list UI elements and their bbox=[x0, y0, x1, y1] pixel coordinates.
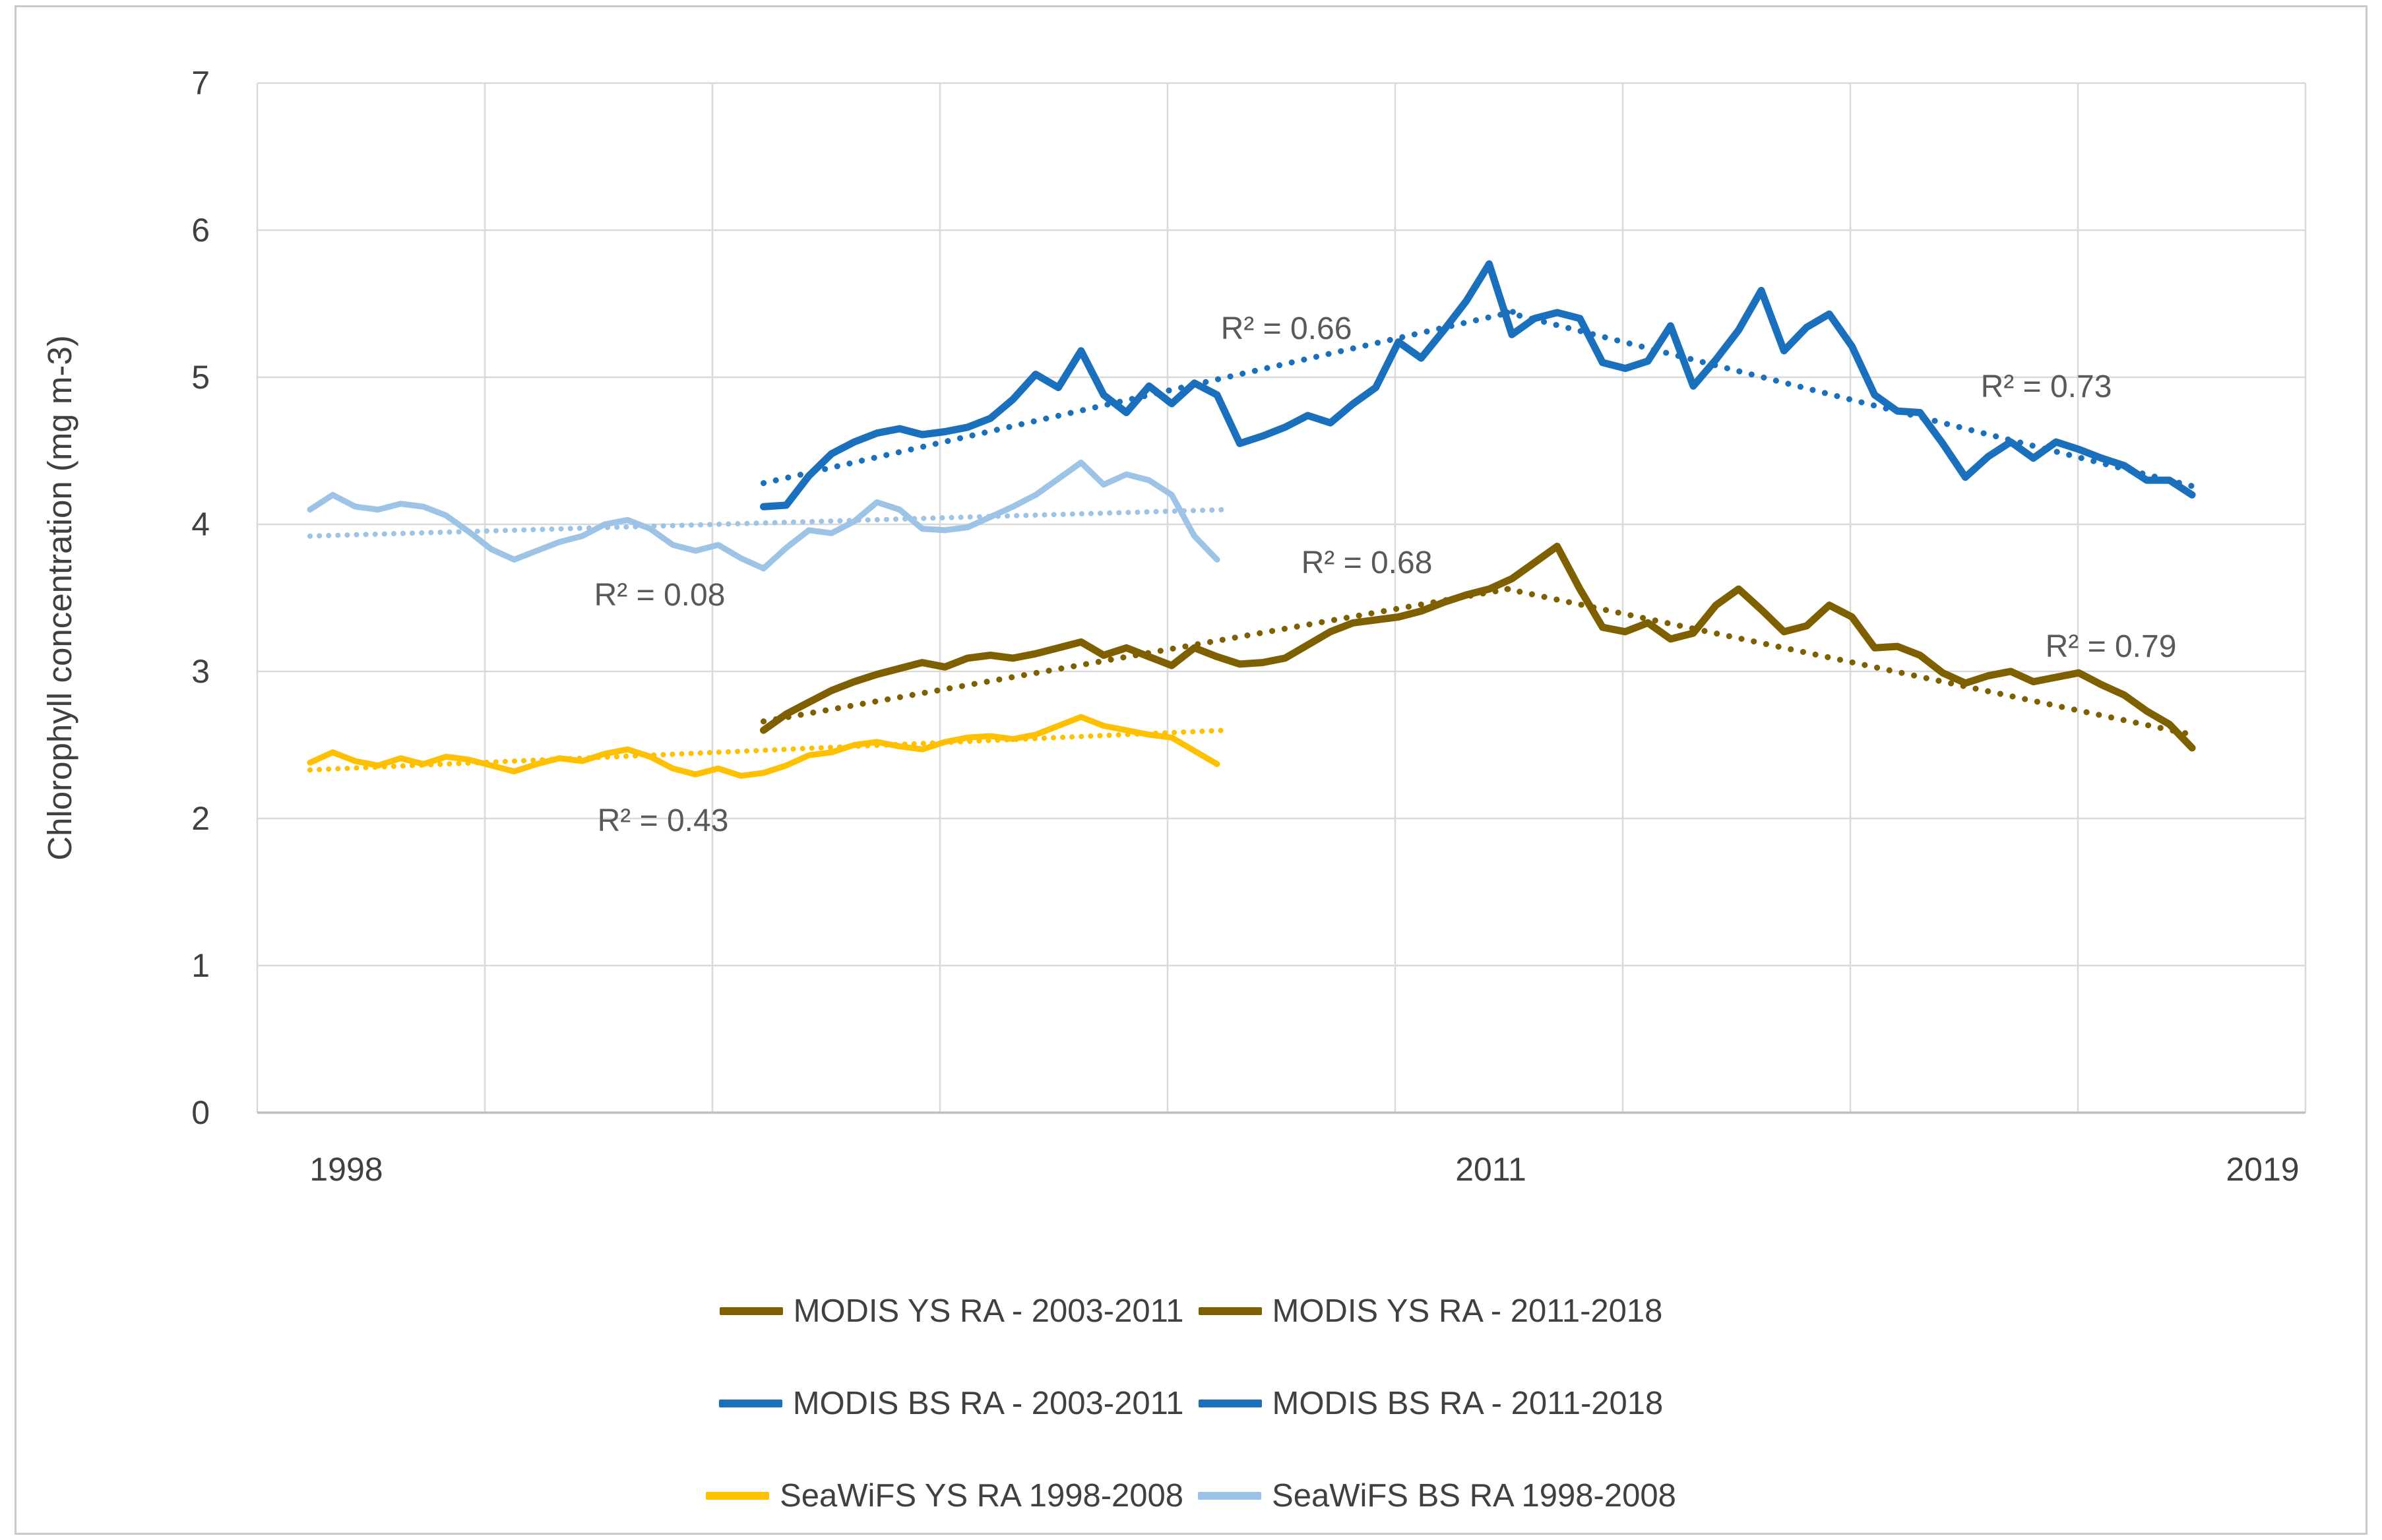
legend-swatch-icon bbox=[1198, 1400, 1262, 1407]
legend-item: MODIS YS RA - 2011-2018 bbox=[1198, 1293, 1663, 1330]
x-tick-label: 2019 bbox=[2226, 1151, 2299, 1188]
series-line-modis-ys-ra-2003-2011 bbox=[760, 585, 1493, 734]
y-tick-label: 2 bbox=[191, 800, 210, 837]
trendline-trend-modis-bs-2003-2011 bbox=[761, 308, 1520, 487]
y-tick-label: 6 bbox=[191, 212, 210, 249]
data-series bbox=[307, 260, 2196, 779]
legend-label: MODIS BS RA - 2003-2011 bbox=[792, 1386, 1184, 1421]
chart-legend: MODIS YS RA - 2003-2011 MODIS YS RA - 201… bbox=[0, 1265, 2382, 1540]
legend-row-1: MODIS YS RA - 2003-2011 MODIS YS RA - 201… bbox=[719, 1265, 1663, 1357]
legend-label: MODIS BS RA - 2011-2018 bbox=[1272, 1386, 1664, 1421]
r-squared-annotations: R² = 0.66 R² = 0.73 R² = 0.08 R² = 0.68 R² =… bbox=[594, 311, 2177, 838]
legend-swatch-icon bbox=[1198, 1307, 1262, 1315]
legend-row-3: SeaWiFS YS RA 1998-2008 SeaWiFS BS RA 199… bbox=[706, 1450, 1676, 1540]
legend-swatch-icon bbox=[1198, 1492, 1262, 1500]
annotation-r2-modis-ys-2011-2018: R² = 0.79 bbox=[2046, 629, 2177, 664]
y-axis-tick-labels: 0 1 2 3 4 5 6 7 bbox=[191, 65, 210, 1131]
x-axis-tick-labels: 1998 2011 2019 bbox=[309, 1151, 2299, 1188]
legend-label: MODIS YS RA - 2003-2011 bbox=[793, 1293, 1184, 1329]
legend-swatch-icon bbox=[706, 1492, 770, 1500]
trendlines bbox=[307, 308, 2195, 773]
legend-item: SeaWiFS YS RA 1998-2008 bbox=[706, 1477, 1183, 1514]
y-axis-title: Chlorophyll concentration (mg m-3) bbox=[41, 335, 78, 860]
trendline-trend-modis-bs-2011-2018 bbox=[1504, 309, 2195, 489]
trendline-trend-seawifs-bs bbox=[307, 507, 1229, 539]
legend-swatch-icon bbox=[719, 1307, 783, 1315]
trendline-trend-modis-ys-2011-2018 bbox=[1504, 586, 2195, 738]
gridlines bbox=[256, 82, 2307, 1114]
legend-row-2: MODIS BS RA - 2003-2011 MODIS BS RA - 201… bbox=[718, 1357, 1664, 1450]
y-tick-label: 5 bbox=[191, 359, 210, 396]
series-line-seawifs-ys-ra-1998-2008 bbox=[307, 714, 1220, 779]
annotation-r2-modis-bs-2011-2018: R² = 0.73 bbox=[1981, 369, 2112, 404]
y-tick-label: 4 bbox=[191, 506, 210, 543]
legend-swatch-icon bbox=[718, 1400, 782, 1407]
legend-label: SeaWiFS YS RA 1998-2008 bbox=[780, 1478, 1184, 1514]
annotation-r2-modis-bs-2003-2011: R² = 0.66 bbox=[1221, 311, 1352, 346]
legend-item: MODIS BS RA - 2011-2018 bbox=[1198, 1385, 1664, 1422]
legend-item: MODIS YS RA - 2003-2011 bbox=[719, 1293, 1184, 1330]
y-tick-label: 3 bbox=[191, 653, 210, 690]
legend-item: MODIS BS RA - 2003-2011 bbox=[718, 1385, 1184, 1422]
y-tick-label: 1 bbox=[191, 947, 210, 984]
annotation-r2-seawifs-bs: R² = 0.08 bbox=[594, 578, 726, 613]
series-line-modis-ys-ra-2011-2018 bbox=[1486, 542, 2196, 752]
series-line-modis-bs-ra-2003-2011 bbox=[760, 260, 1493, 510]
trendline-trend-seawifs-ys bbox=[307, 727, 1229, 773]
x-tick-label: 2011 bbox=[1455, 1151, 1526, 1188]
y-tick-label: 0 bbox=[191, 1094, 210, 1131]
x-tick-label: 1998 bbox=[309, 1151, 383, 1188]
legend-label: SeaWiFS BS RA 1998-2008 bbox=[1272, 1478, 1676, 1514]
y-tick-label: 7 bbox=[191, 65, 210, 102]
trendline-trend-modis-ys-2003-2011 bbox=[761, 584, 1520, 725]
series-line-seawifs-bs-ra-1998-2008 bbox=[307, 459, 1220, 572]
series-line-modis-bs-ra-2011-2018 bbox=[1486, 260, 2196, 499]
annotation-r2-seawifs-ys: R² = 0.43 bbox=[598, 803, 729, 838]
legend-label: MODIS YS RA - 2011-2018 bbox=[1272, 1293, 1663, 1329]
annotation-r2-modis-ys-2003-2011: R² = 0.68 bbox=[1301, 545, 1433, 580]
legend-item: SeaWiFS BS RA 1998-2008 bbox=[1198, 1477, 1676, 1514]
